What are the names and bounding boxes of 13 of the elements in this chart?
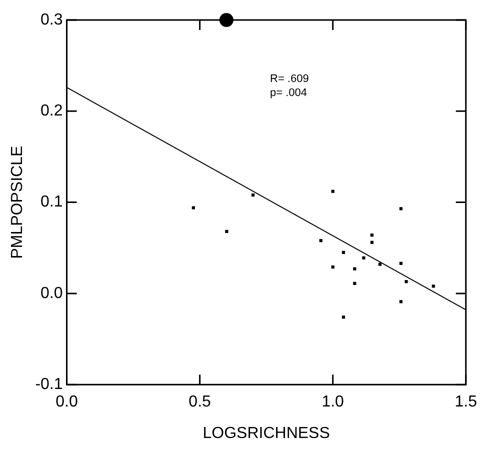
x-tick-label: 0.0 [56, 394, 78, 411]
y-tick-label: 0.3 [40, 11, 63, 28]
x-tick-label: 1.5 [454, 394, 478, 411]
annotation: R= .609 [270, 72, 309, 86]
x-axis-title: LOGSRICHNESS [202, 424, 330, 442]
y-axis-title: PMLPOPSICLE [9, 146, 26, 259]
y-tick-label: 0.0 [40, 284, 63, 302]
x-tick-label: 0.5 [188, 394, 212, 411]
y-tick-label: -0.1 [35, 376, 63, 394]
x-tick-label: 1.0 [322, 394, 344, 411]
y-tick-label: 0.1 [40, 194, 63, 211]
annotation: p= .004 [270, 86, 308, 100]
y-tick-label: 0.2 [40, 102, 63, 120]
